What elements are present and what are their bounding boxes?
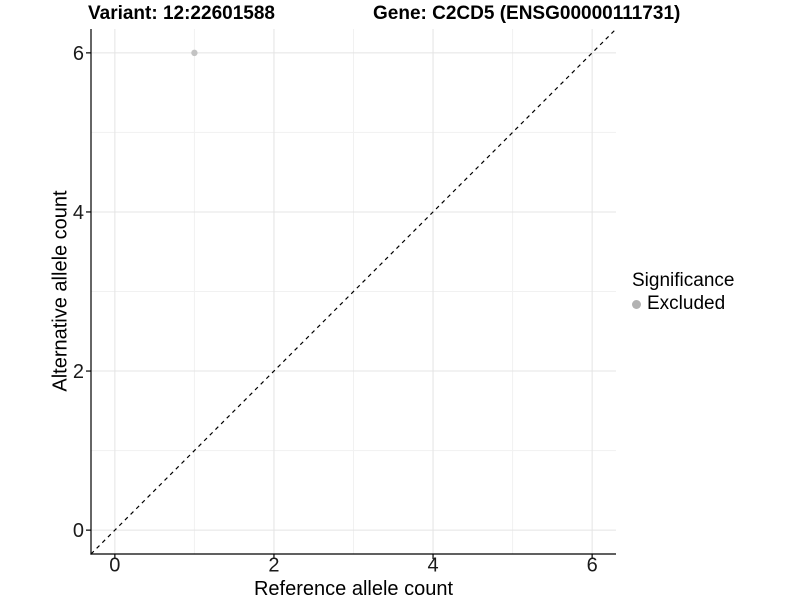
x-tick-label: 0 <box>109 555 120 577</box>
x-tick-label: 6 <box>587 555 598 577</box>
legend: Significance Excluded <box>630 271 734 314</box>
x-tick-label: 2 <box>268 555 279 577</box>
plot-title-gene: Gene: C2CD5 (ENSG00000111731) <box>373 3 681 24</box>
legend-item-excluded: Excluded <box>630 294 734 314</box>
identity-line <box>90 28 617 555</box>
y-tick-label: 2 <box>73 361 84 383</box>
y-tick-label: 6 <box>73 43 84 65</box>
legend-item-label: Excluded <box>647 293 726 314</box>
data-point <box>191 49 198 57</box>
legend-point-icon <box>632 299 641 309</box>
plot-title-variant: Variant: 12:22601588 <box>88 3 275 24</box>
legend-title: Significance <box>632 270 735 291</box>
y-tick-label: 0 <box>73 520 84 542</box>
y-axis-title: Alternative allele count <box>49 190 72 392</box>
x-tick-label: 4 <box>427 555 438 577</box>
x-axis-title: Reference allele count <box>253 578 453 600</box>
y-tick-label: 4 <box>73 202 84 224</box>
